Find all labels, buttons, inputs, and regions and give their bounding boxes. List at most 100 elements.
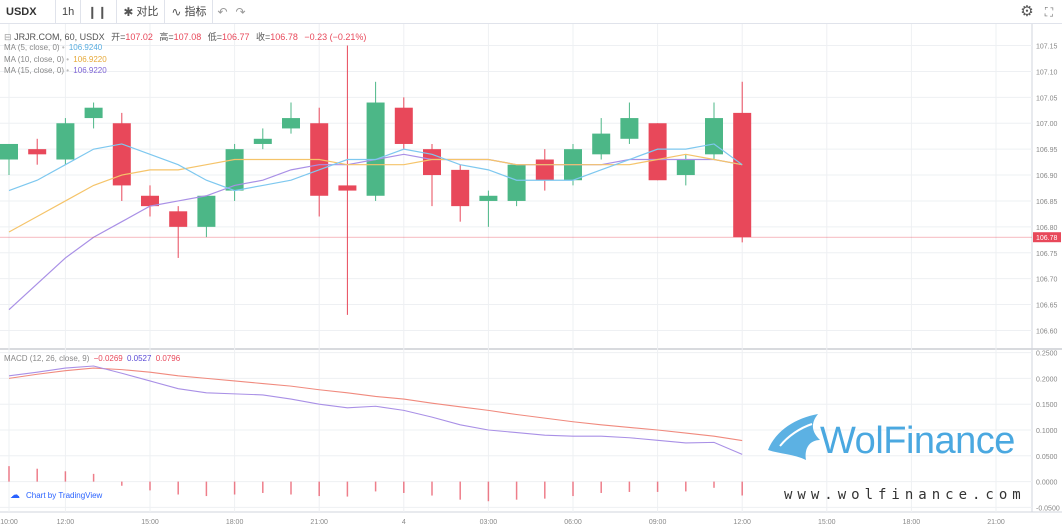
undo-button[interactable]: ↶ (217, 4, 228, 19)
chart-style-button[interactable]: ❙❙ (81, 0, 118, 24)
candles-icon: ❙❙ (87, 4, 108, 19)
price-tick-label: 107.00 (1036, 121, 1058, 128)
chart-toolbar: USDX 1h ❙❙ ✱ 对比 ∿ 指标 ↶ ↷ ⚙ ⛶ (0, 0, 1062, 24)
ohlc-header: ⊟ JRJR.COM, 60, USDX 开=107.02 高=107.08 低… (4, 30, 366, 43)
candle (451, 164, 470, 222)
price-tick-label: 106.80 (1036, 225, 1058, 232)
macd-hist-value: −0.0269 (93, 354, 123, 363)
ma10-legend-label: MA (10, close, 0) (4, 55, 65, 64)
candle-body (451, 169, 470, 207)
ma5-legend[interactable]: MA (5, close, 0) • 106.9240 (4, 43, 103, 52)
ma5-legend-label: MA (5, close, 0) (4, 43, 60, 52)
last-price-label: 106.78 (1036, 235, 1058, 242)
candle (592, 118, 611, 160)
macd-signal-line (8, 367, 743, 442)
candle (282, 102, 300, 134)
macd-line (8, 365, 743, 455)
settings-gear-icon[interactable]: ⚙ (1020, 3, 1034, 20)
candle-body (507, 164, 526, 201)
candle (112, 112, 131, 201)
candle-body (648, 123, 667, 181)
time-tick-label: 09:00 (649, 519, 667, 526)
candle-body (197, 195, 216, 227)
candle-body (366, 102, 385, 196)
high-value: 107.08 (173, 32, 202, 42)
macd-axis: 0.2500 0.2000 0.1500 0.1000 0.0500 0.0000 -0.0… (1036, 351, 1060, 513)
price-tick-label: 106.65 (1036, 303, 1058, 310)
macd-tick-label: -0.0500 (1036, 505, 1060, 512)
indicators-icon: ∿ (171, 4, 182, 19)
macd-line-value: 0.0527 (126, 354, 152, 363)
time-tick-label: 06:00 (564, 519, 582, 526)
candle (620, 102, 639, 144)
wolfinance-url: www.wolfinance.com (784, 487, 1026, 503)
compare-icon: ✱ (123, 4, 134, 19)
time-tick-label: 4 (402, 519, 406, 526)
open-value: 107.02 (125, 32, 153, 42)
last-price-marker: 106.78 (0, 232, 1061, 243)
candle-body (28, 149, 47, 155)
last-price-badge (1033, 232, 1061, 243)
candle (507, 164, 526, 207)
fullscreen-icon[interactable]: ⛶ (1044, 5, 1054, 19)
macd-tick-label: 0.2500 (1036, 351, 1058, 358)
price-tick-label: 106.70 (1036, 277, 1058, 284)
price-tick-label: 107.10 (1036, 69, 1058, 76)
candle-body (169, 211, 188, 227)
macd-legend-label: MACD (12, 26, close, 9) (4, 354, 90, 363)
time-tick-label: 12:00 (733, 519, 751, 526)
candle-body (112, 123, 131, 186)
time-tick-label: 10:00 (0, 519, 18, 526)
candle-body (394, 107, 413, 144)
macd-tick-label: 0.1000 (1036, 428, 1058, 435)
candle-body (620, 118, 639, 139)
low-value: 106.77 (221, 32, 250, 42)
candle-body (56, 123, 75, 160)
time-axis: 10:00 12:00 15:00 18:00 21:00 4 03:00 06:00 09:0… (0, 519, 1005, 526)
price-tick-label: 106.95 (1036, 147, 1058, 154)
wolfinance-logo (768, 414, 820, 460)
candle (56, 118, 75, 165)
change-value: −0.23 (−0.21%) (304, 32, 367, 42)
price-tick-label: 106.75 (1036, 251, 1058, 258)
compare-button[interactable]: ✱ 对比 (117, 0, 166, 24)
tradingview-credit-link[interactable]: ☁ Chart by TradingView (10, 490, 102, 501)
ma10-legend-value: 106.9220 (73, 55, 107, 64)
time-tick-label: 21:00 (987, 519, 1005, 526)
candle (479, 190, 498, 227)
ma15-legend[interactable]: MA (15, close, 0) • 106.9220 (4, 66, 107, 75)
time-tick-label: 12:00 (57, 519, 75, 526)
ma15-legend-label: MA (15, close, 0) (4, 66, 65, 75)
ma15-legend-value: 106.9220 (73, 66, 107, 75)
time-tick-label: 03:00 (480, 519, 498, 526)
ma5-legend-value: 106.9240 (68, 43, 103, 52)
ma5-line (8, 143, 743, 192)
interval-button[interactable]: 1h (56, 0, 82, 24)
candle-body (479, 195, 498, 201)
candle-body (141, 195, 159, 207)
time-tick-label: 15:00 (818, 519, 836, 526)
price-axis: 107.15 107.10 107.05 107.00 106.95 106.90 106.… (1036, 44, 1058, 336)
price-tick-label: 107.15 (1036, 44, 1058, 51)
candle-body (253, 138, 272, 144)
candle (310, 107, 329, 217)
candle (0, 143, 18, 176)
low-label: 低= (207, 32, 222, 42)
candle (84, 102, 103, 129)
candle (733, 81, 752, 243)
price-tick-label: 107.05 (1036, 95, 1058, 102)
redo-button[interactable]: ↷ (235, 4, 246, 19)
collapse-icon[interactable]: ⊟ (4, 32, 12, 42)
macd-signal-value: 0.0796 (155, 354, 181, 363)
candle-body (0, 143, 18, 160)
ma10-legend[interactable]: MA (10, close, 0) • 106.9220 (4, 55, 107, 64)
indicators-button[interactable]: ∿ 指标 (165, 0, 214, 24)
time-tick-label: 21:00 (310, 519, 328, 526)
chart-canvas[interactable]: 107.15 107.10 107.05 107.00 106.95 106.90 106.… (0, 24, 1062, 530)
symbol-search-button[interactable]: USDX (0, 0, 56, 24)
macd-legend[interactable]: MACD (12, 26, close, 9) −0.0269 0.0527 0… (4, 354, 180, 363)
credit-text: Chart by TradingView (26, 491, 103, 500)
candle-body (676, 159, 695, 176)
macd-tick-label: 0.2000 (1036, 376, 1058, 383)
candle (225, 143, 244, 201)
